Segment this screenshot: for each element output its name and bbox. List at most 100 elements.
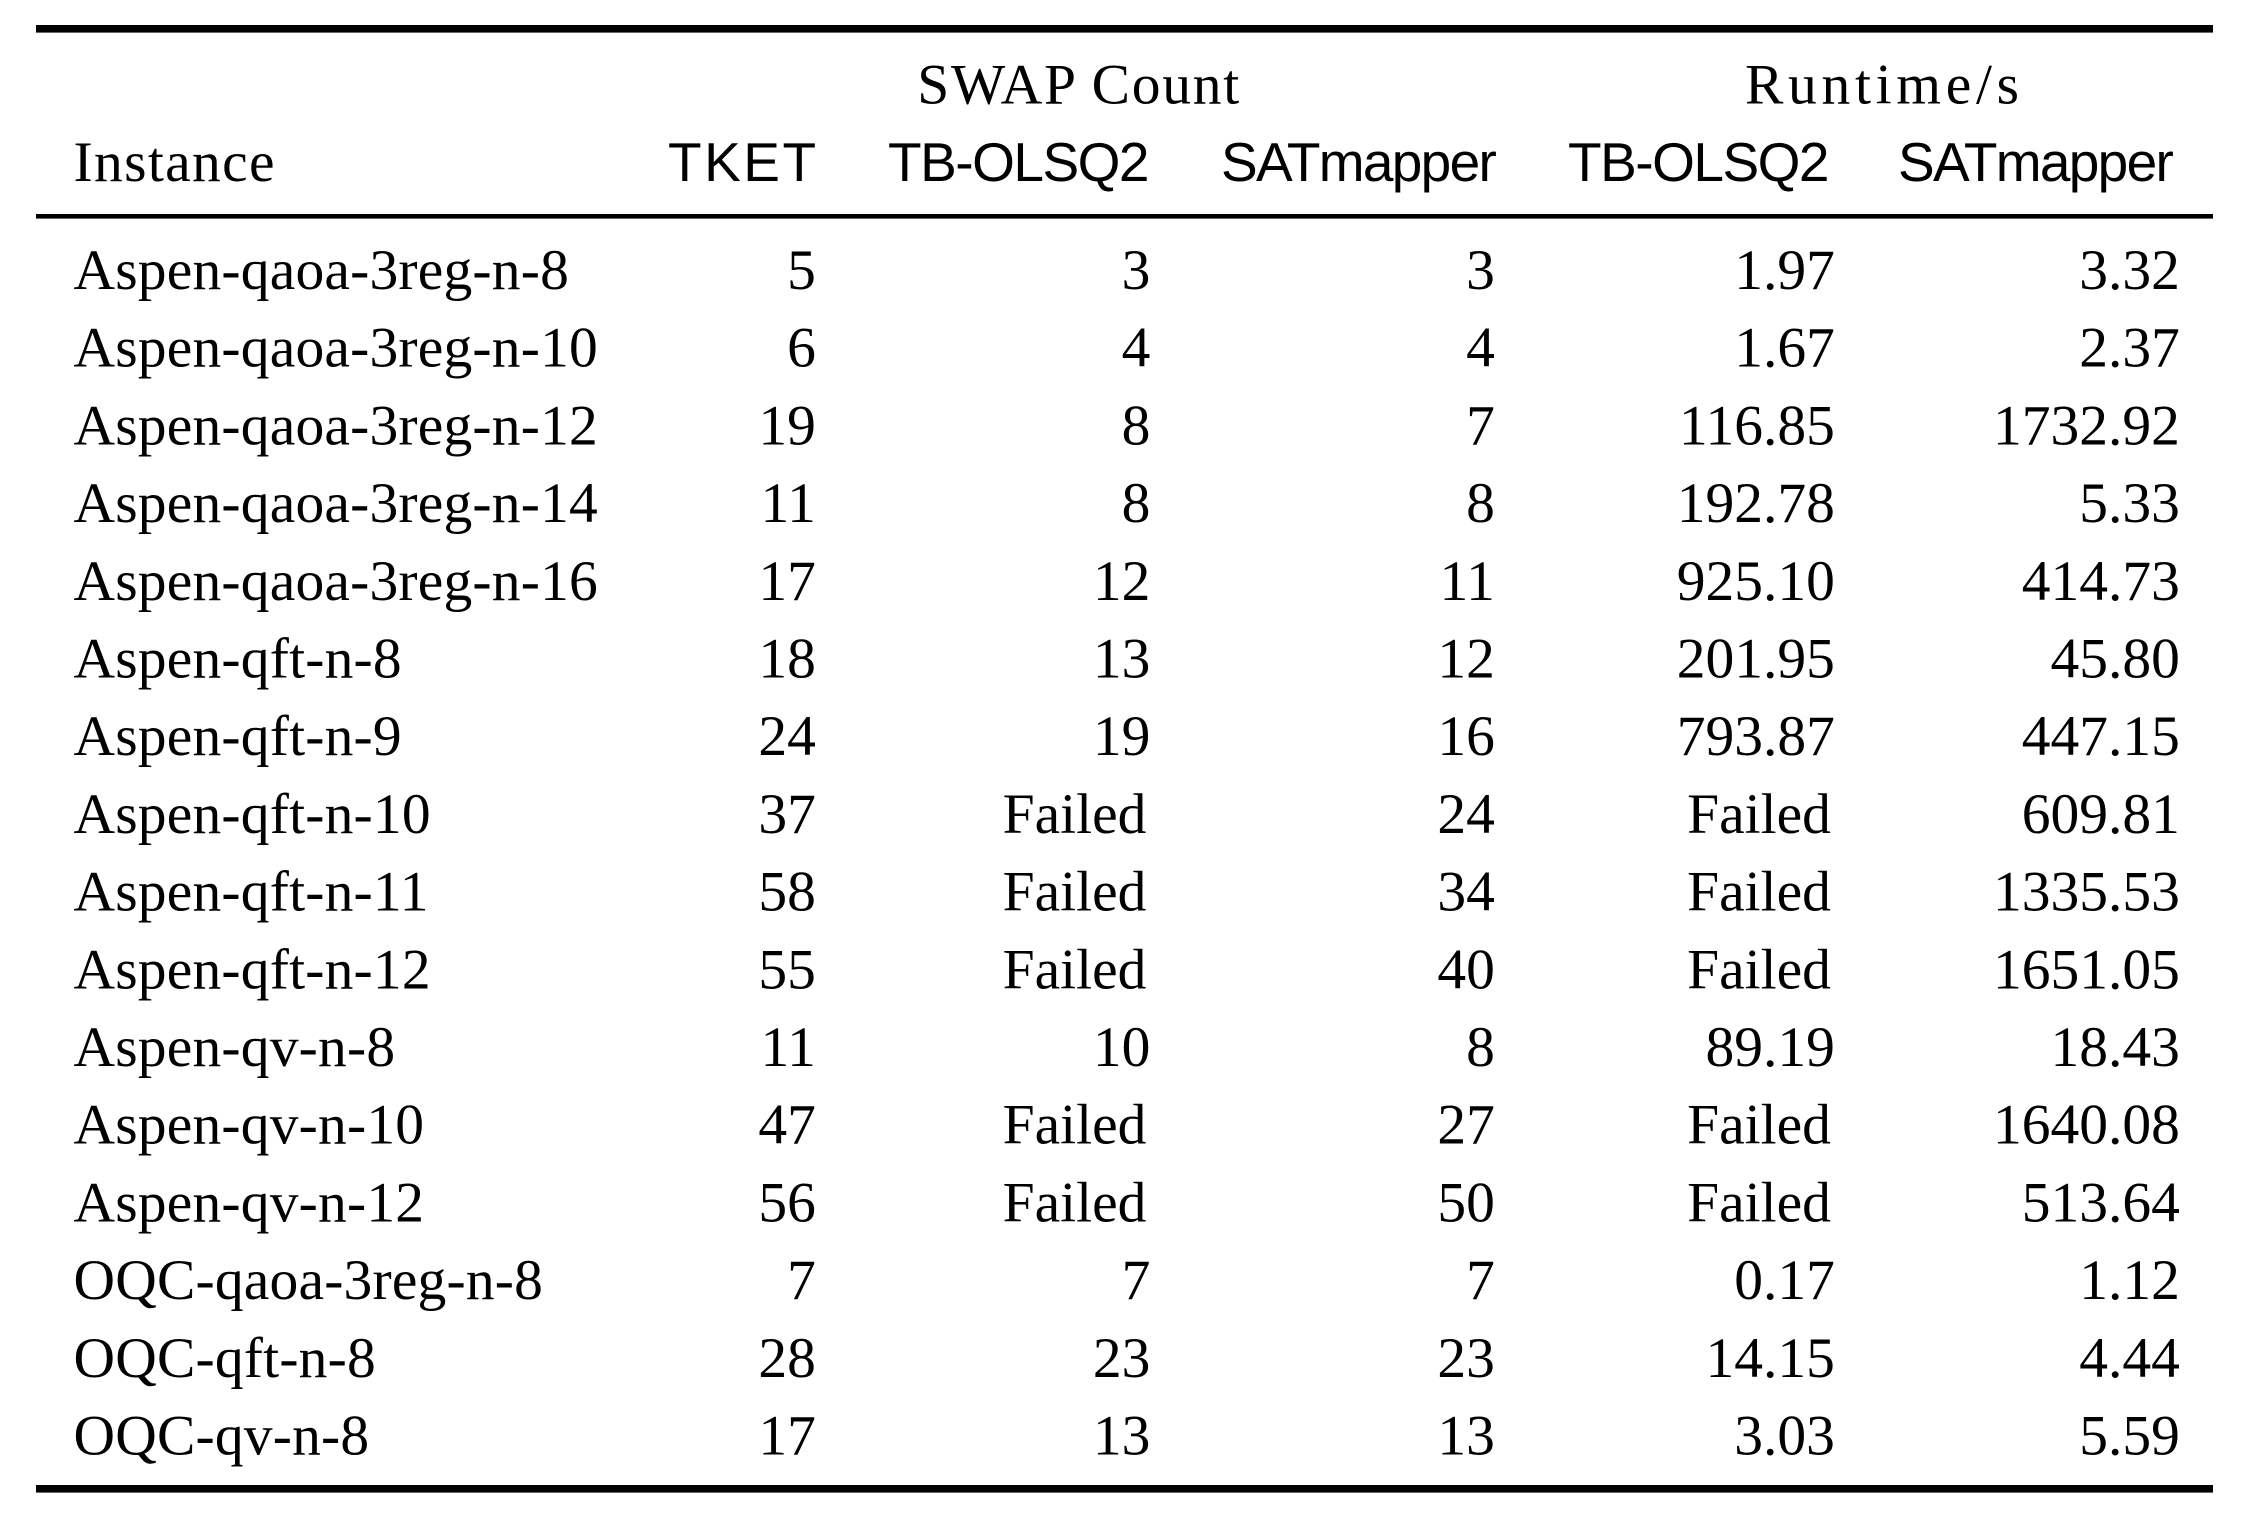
svg-text:Failed: Failed <box>1687 783 1831 846</box>
svg-text:17: 17 <box>758 550 816 613</box>
svg-text:Failed: Failed <box>1003 1094 1147 1157</box>
svg-text:Failed: Failed <box>1003 783 1147 846</box>
svg-text:1640.08: 1640.08 <box>1993 1094 2180 1157</box>
svg-text:TB-OLSQ2: TB-OLSQ2 <box>1568 131 1828 193</box>
svg-text:3.32: 3.32 <box>2079 239 2180 302</box>
svg-text:7: 7 <box>1122 1249 1151 1312</box>
svg-text:47: 47 <box>758 1094 816 1157</box>
svg-text:Instance: Instance <box>74 131 276 194</box>
svg-text:24: 24 <box>1437 783 1495 846</box>
svg-text:Aspen-qv-n-8: Aspen-qv-n-8 <box>74 1016 396 1079</box>
svg-text:SWAP Count: SWAP Count <box>917 54 1241 117</box>
svg-text:14.15: 14.15 <box>1706 1327 1835 1390</box>
svg-text:8: 8 <box>1466 472 1495 535</box>
svg-text:1651.05: 1651.05 <box>1993 938 2180 1001</box>
svg-text:8: 8 <box>1122 472 1151 535</box>
svg-text:2.37: 2.37 <box>2079 317 2180 380</box>
svg-text:19: 19 <box>1093 705 1151 768</box>
svg-text:925.10: 925.10 <box>1677 550 1835 613</box>
svg-text:Aspen-qaoa-3reg-n-12: Aspen-qaoa-3reg-n-12 <box>74 394 598 457</box>
svg-text:SATmapper: SATmapper <box>1898 131 2173 193</box>
svg-text:TB-OLSQ2: TB-OLSQ2 <box>888 131 1148 193</box>
svg-text:OQC-qv-n-8: OQC-qv-n-8 <box>74 1405 370 1468</box>
svg-text:4: 4 <box>1466 317 1495 380</box>
svg-text:16: 16 <box>1437 705 1495 768</box>
svg-text:11: 11 <box>761 472 816 535</box>
svg-text:447.15: 447.15 <box>2022 705 2180 768</box>
svg-text:3.03: 3.03 <box>1734 1405 1835 1468</box>
svg-text:45.80: 45.80 <box>2051 628 2180 691</box>
svg-text:Failed: Failed <box>1687 861 1831 924</box>
svg-text:Failed: Failed <box>1687 1171 1831 1234</box>
svg-text:1.97: 1.97 <box>1734 239 1835 302</box>
svg-text:5: 5 <box>787 239 816 302</box>
svg-text:OQC-qaoa-3reg-n-8: OQC-qaoa-3reg-n-8 <box>74 1249 544 1312</box>
svg-text:12: 12 <box>1437 628 1495 691</box>
svg-text:13: 13 <box>1093 1405 1151 1468</box>
svg-text:192.78: 192.78 <box>1677 472 1835 535</box>
svg-text:1335.53: 1335.53 <box>1993 861 2180 924</box>
svg-text:4: 4 <box>1122 317 1151 380</box>
svg-text:Aspen-qft-n-11: Aspen-qft-n-11 <box>74 861 429 924</box>
svg-text:Failed: Failed <box>1003 1171 1147 1234</box>
svg-text:24: 24 <box>758 705 816 768</box>
svg-text:OQC-qft-n-8: OQC-qft-n-8 <box>74 1327 376 1390</box>
svg-text:1.12: 1.12 <box>2079 1249 2180 1312</box>
svg-text:Runtime/s: Runtime/s <box>1745 54 2024 117</box>
svg-text:Aspen-qft-n-12: Aspen-qft-n-12 <box>74 938 431 1001</box>
svg-text:27: 27 <box>1437 1094 1495 1157</box>
svg-text:Aspen-qaoa-3reg-n-14: Aspen-qaoa-3reg-n-14 <box>74 472 598 535</box>
svg-text:Failed: Failed <box>1003 938 1147 1001</box>
svg-text:7: 7 <box>1466 1249 1495 1312</box>
svg-text:12: 12 <box>1093 550 1151 613</box>
svg-text:10: 10 <box>1093 1016 1151 1079</box>
svg-text:Failed: Failed <box>1003 861 1147 924</box>
svg-text:18.43: 18.43 <box>2051 1016 2180 1079</box>
svg-text:23: 23 <box>1093 1327 1151 1390</box>
svg-text:11: 11 <box>761 1016 816 1079</box>
svg-text:3: 3 <box>1466 239 1495 302</box>
svg-text:37: 37 <box>758 783 816 846</box>
svg-text:7: 7 <box>787 1249 816 1312</box>
svg-text:201.95: 201.95 <box>1677 628 1835 691</box>
svg-text:13: 13 <box>1093 628 1151 691</box>
svg-text:58: 58 <box>758 861 816 924</box>
svg-text:34: 34 <box>1437 861 1495 924</box>
svg-text:116.85: 116.85 <box>1679 394 1835 457</box>
svg-text:55: 55 <box>758 938 816 1001</box>
svg-text:4.44: 4.44 <box>2079 1327 2180 1390</box>
svg-text:17: 17 <box>758 1405 816 1468</box>
svg-text:Aspen-qft-n-8: Aspen-qft-n-8 <box>74 628 402 691</box>
svg-text:89.19: 89.19 <box>1706 1016 1835 1079</box>
svg-text:1.67: 1.67 <box>1734 317 1835 380</box>
svg-text:609.81: 609.81 <box>2022 783 2180 846</box>
svg-text:Aspen-qft-n-10: Aspen-qft-n-10 <box>74 783 431 846</box>
svg-text:513.64: 513.64 <box>2022 1171 2180 1234</box>
svg-text:Failed: Failed <box>1687 938 1831 1001</box>
svg-text:Aspen-qv-n-12: Aspen-qv-n-12 <box>74 1171 425 1234</box>
svg-text:Aspen-qft-n-9: Aspen-qft-n-9 <box>74 705 402 768</box>
svg-text:5.59: 5.59 <box>2079 1405 2180 1468</box>
svg-text:Failed: Failed <box>1687 1094 1831 1157</box>
svg-text:Aspen-qaoa-3reg-n-8: Aspen-qaoa-3reg-n-8 <box>74 239 570 302</box>
svg-text:793.87: 793.87 <box>1677 705 1835 768</box>
svg-text:1732.92: 1732.92 <box>1993 394 2180 457</box>
svg-text:TKET: TKET <box>668 131 819 193</box>
svg-text:13: 13 <box>1437 1405 1495 1468</box>
svg-text:40: 40 <box>1437 938 1495 1001</box>
svg-text:0.17: 0.17 <box>1734 1249 1835 1312</box>
svg-text:11: 11 <box>1440 550 1495 613</box>
svg-text:6: 6 <box>787 317 816 380</box>
svg-text:Aspen-qv-n-10: Aspen-qv-n-10 <box>74 1094 425 1157</box>
svg-text:5.33: 5.33 <box>2079 472 2180 535</box>
svg-text:19: 19 <box>758 394 816 457</box>
svg-text:7: 7 <box>1466 394 1495 457</box>
svg-text:56: 56 <box>758 1171 816 1234</box>
svg-text:SATmapper: SATmapper <box>1221 131 1496 193</box>
svg-text:8: 8 <box>1122 394 1151 457</box>
svg-text:50: 50 <box>1437 1171 1495 1234</box>
svg-text:18: 18 <box>758 628 816 691</box>
svg-text:3: 3 <box>1122 239 1151 302</box>
svg-text:414.73: 414.73 <box>2022 550 2180 613</box>
svg-text:28: 28 <box>758 1327 816 1390</box>
